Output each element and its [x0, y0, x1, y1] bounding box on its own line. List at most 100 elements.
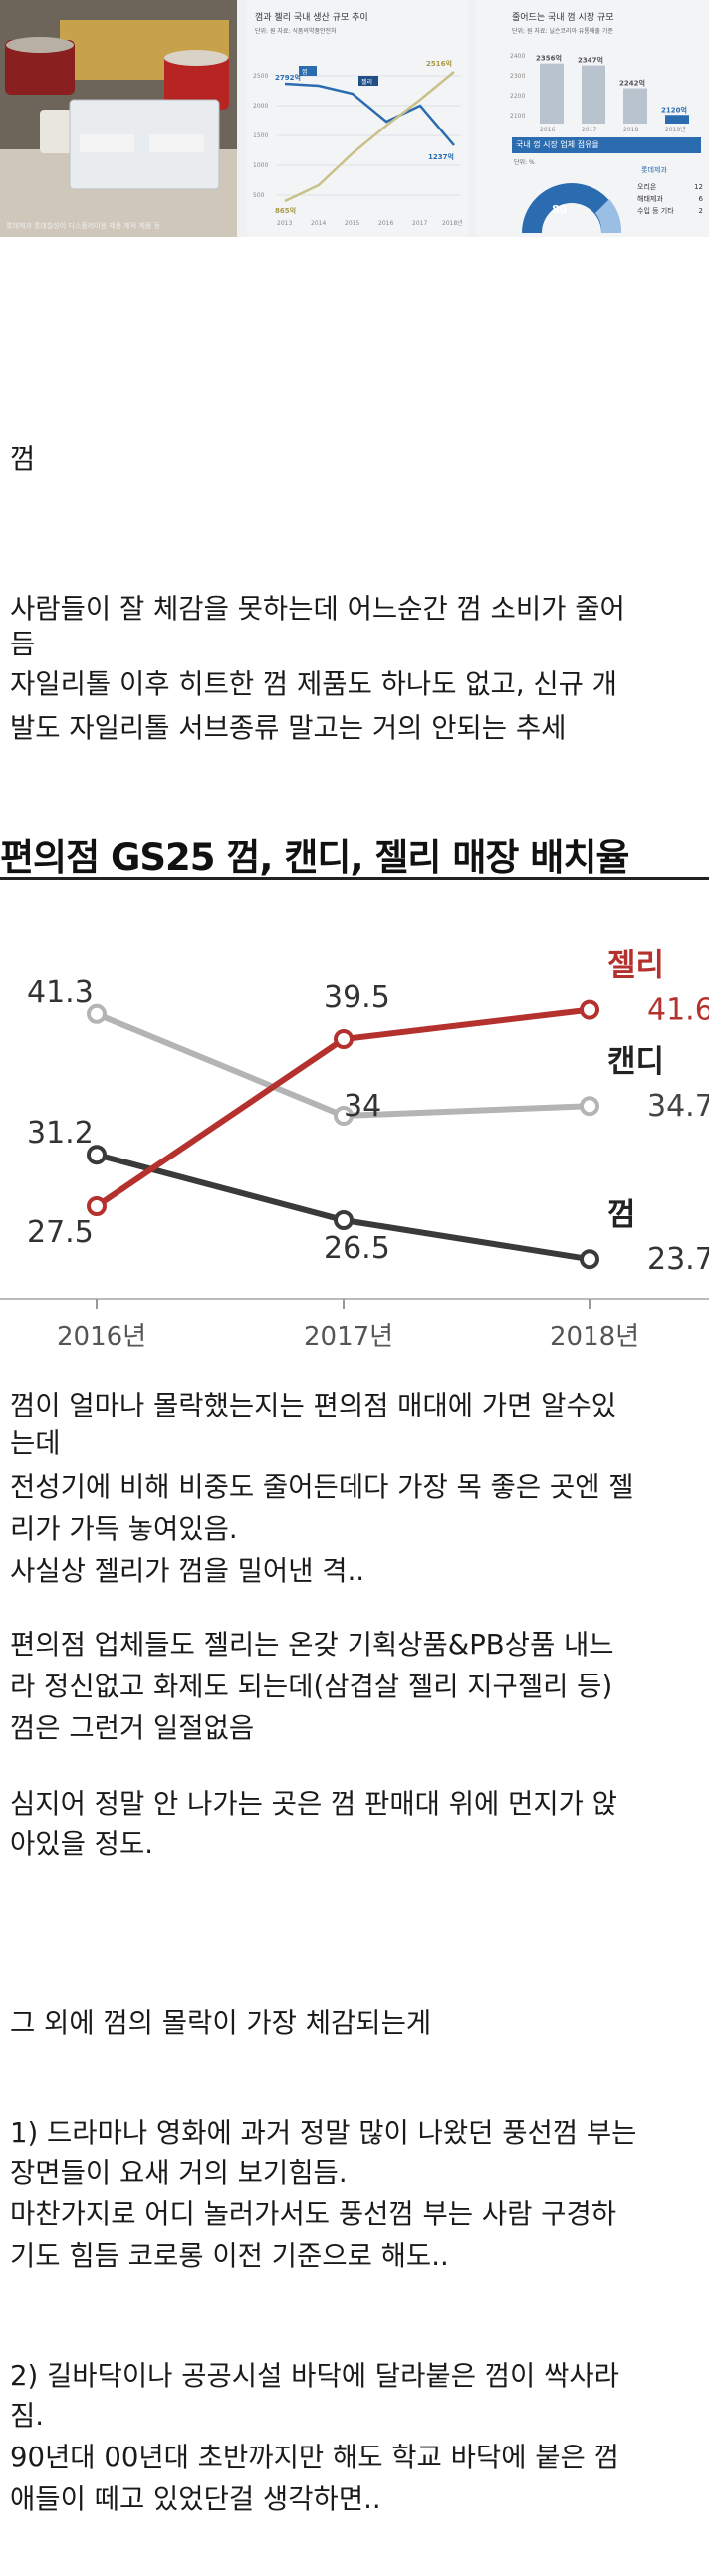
- text-line: 90년대 00년대 초반까지만 해도 학교 바닥에 붙은 껌: [10, 2442, 619, 2473]
- x-tick-label: 2018년: [550, 1322, 639, 1352]
- production-chart-panel: 껌과 젤리 국내 생산 규모 추이 단위: 원 자료: 식품의약품안전처 250…: [247, 0, 468, 237]
- market-y-tick: 2100: [510, 113, 525, 120]
- prod-label: 865억: [275, 206, 296, 215]
- share-donut-others: [595, 199, 622, 233]
- text-line: 리가 가득 놓여있음.: [10, 1513, 238, 1545]
- jelly-production-line: [284, 71, 455, 203]
- prod-x-tick: 2018년: [442, 219, 463, 227]
- text-line: 발도 자일리톨 서브종류 말고는 거의 안되는 추세: [10, 712, 567, 744]
- market-bar-label: 2347억: [578, 56, 603, 65]
- share-item: 오리온 12: [637, 183, 703, 191]
- data-point: [580, 1096, 599, 1117]
- production-chart-title: 껌과 젤리 국내 생산 규모 추이: [255, 13, 368, 23]
- market-y-tick: 2400: [510, 53, 525, 60]
- share-donut-svg: 80: [522, 183, 622, 233]
- share-title: 국내 껌 시장 업체 점유율: [516, 140, 599, 149]
- data-label: 26.5: [324, 1231, 390, 1266]
- series-name: 껌: [607, 1197, 636, 1233]
- market-chart-panel: 줄어드는 국내 껌 시장 규모 단위: 원 자료: 닐슨코리아 유통매출 기준 …: [476, 0, 709, 237]
- text-line: 껌은 그런거 일절없음: [10, 1712, 255, 1744]
- text-line: 듬: [10, 629, 36, 660]
- market-bar: [665, 115, 689, 124]
- prod-y-tick: 1000: [253, 162, 268, 169]
- chart-title: 편의점 GS25 껌, 캔디, 젤리 매장 배치율: [0, 836, 629, 879]
- market-x-tick: 2016: [540, 127, 555, 133]
- legend-jelly: 젤리: [361, 78, 372, 86]
- production-chart-svg: 2500 2000 1500 1000 500 껌 젤리 2792억 2516억…: [253, 59, 463, 227]
- text-line: 사실상 젤리가 껌을 밀어낸 격..: [10, 1555, 365, 1587]
- production-chart-subtitle: 단위: 원 자료: 식품의약품안전처: [255, 28, 337, 35]
- text-line: 2) 길바닥이나 공공시설 바닥에 달라붙은 껌이 싹사라: [10, 2360, 619, 2392]
- text-line: 기도 힘듬 코로롱 이전 기준으로 해도..: [10, 2240, 449, 2272]
- paragraph-gum: 껌: [10, 443, 36, 475]
- text-line: 편의점 업체들도 젤리는 온갖 기획상품&PB상품 내느: [10, 1629, 614, 1661]
- market-bar-label: 2356억: [536, 54, 562, 63]
- prod-y-tick: 2000: [253, 103, 268, 110]
- legend-gum: 껌: [302, 69, 308, 76]
- market-bars-svg: 2400 2300 2200 2100 2356억 2016 2347억 2017 22…: [510, 53, 689, 133]
- market-chart-title: 줄어드는 국내 껌 시장 규모: [512, 13, 614, 23]
- text-line: 자일리톨 이후 히트한 껌 제품도 하나도 없고, 신규 개: [10, 668, 617, 700]
- data-point: [580, 1249, 599, 1270]
- data-label: 41.3: [27, 975, 94, 1010]
- gum-display-photo: 롯데제과 롯데칠성이 디스플레이용 제품 제작 제품 등: [0, 0, 237, 237]
- market-x-tick: 2019년: [665, 126, 686, 133]
- market-bar-label: 2120억: [661, 105, 687, 114]
- paragraph-other: 그 외에 껌의 몰락이 가장 체감되는게: [10, 2007, 432, 2039]
- share-donut-main: [522, 183, 621, 233]
- share-center-value: 80: [552, 203, 568, 216]
- data-label: 23.7%: [647, 1242, 709, 1277]
- x-tick-label: 2016년: [57, 1322, 146, 1352]
- top-banner-image: 롯데제과 롯데칠성이 디스플레이용 제품 제작 제품 등 껌과 젤리 국내 생산…: [0, 0, 709, 237]
- text-line: 전성기에 비해 비중도 줄어든데다 가장 목 좋은 곳엔 젤: [10, 1471, 634, 1503]
- text-line: 애들이 떼고 있었단걸 생각하면..: [10, 2483, 381, 2515]
- data-point: [334, 1029, 354, 1049]
- share-header-bar: 국내 껌 시장 업체 점유율: [512, 137, 701, 153]
- market-chart-subtitle: 단위: 원 자료: 닐슨코리아 유통매출 기준: [512, 28, 613, 35]
- market-bar: [540, 63, 564, 124]
- share-legend-head: 롯데제과: [641, 166, 667, 174]
- text-line: 짐.: [10, 2400, 45, 2432]
- prod-label: 2792억: [275, 73, 301, 82]
- data-point: [334, 1210, 354, 1230]
- photo-caption: 롯데제과 롯데칠성이 디스플레이용 제품 제작 제품 등: [6, 222, 161, 230]
- text-line: 1) 드라마나 영화에 과거 정말 많이 나왔던 풍선껌 부는: [10, 2117, 637, 2149]
- market-x-tick: 2018: [623, 127, 638, 133]
- text-line: 아있을 정도.: [10, 1828, 153, 1860]
- market-y-tick: 2300: [510, 73, 525, 80]
- legend-jelly-box: [358, 76, 378, 86]
- prod-y-tick: 1500: [253, 132, 268, 139]
- data-point: [87, 1145, 107, 1165]
- text-line: 마찬가지로 어디 놀러가서도 풍선껌 부는 사람 구경하: [10, 2198, 617, 2230]
- market-x-tick: 2017: [582, 127, 596, 133]
- market-bar: [582, 65, 605, 124]
- share-item: 수입 등 기타 2: [637, 207, 703, 215]
- text-line: 심지어 정말 안 나가는 곳은 껌 판매대 위에 먼지가 앉: [10, 1788, 617, 1820]
- share-item: 해태제과 6: [637, 195, 703, 203]
- prod-x-tick: 2017: [412, 220, 427, 227]
- series-name: 젤리: [607, 948, 664, 984]
- prod-x-tick: 2015: [345, 220, 359, 227]
- text-line: 사람들이 잘 체감을 못하는데 어느순간 껌 소비가 줄어: [10, 593, 625, 625]
- prod-y-tick: 500: [253, 192, 265, 199]
- text-line: 장면들이 요새 거의 보기힘듬.: [10, 2157, 348, 2189]
- data-label: 41.6%: [647, 993, 709, 1028]
- market-y-tick: 2200: [510, 93, 525, 100]
- legend-gum-box: [299, 66, 317, 76]
- data-label: 27.5: [27, 1215, 94, 1250]
- data-point: [580, 999, 599, 1020]
- data-label: 39.5: [324, 980, 390, 1015]
- market-bar-label: 2242억: [619, 79, 645, 88]
- prod-label: 2516억: [426, 59, 452, 68]
- market-bar: [623, 88, 647, 124]
- chart-title-rule: [0, 877, 709, 880]
- share-legend: 오리온 12 해태제과 6 수입 등 기타 2: [637, 181, 703, 217]
- data-point: [334, 1106, 354, 1126]
- text-line: 는데: [10, 1427, 61, 1459]
- photo-illustration: [0, 0, 237, 237]
- data-point: [87, 1196, 107, 1216]
- text-line: 라 정신없고 화제도 되는데(삼겹살 젤리 지구젤리 등): [10, 1671, 613, 1702]
- x-tick-label: 2017년: [304, 1322, 393, 1352]
- series-name: 캔디: [607, 1044, 664, 1080]
- gum-production-line: [284, 82, 455, 146]
